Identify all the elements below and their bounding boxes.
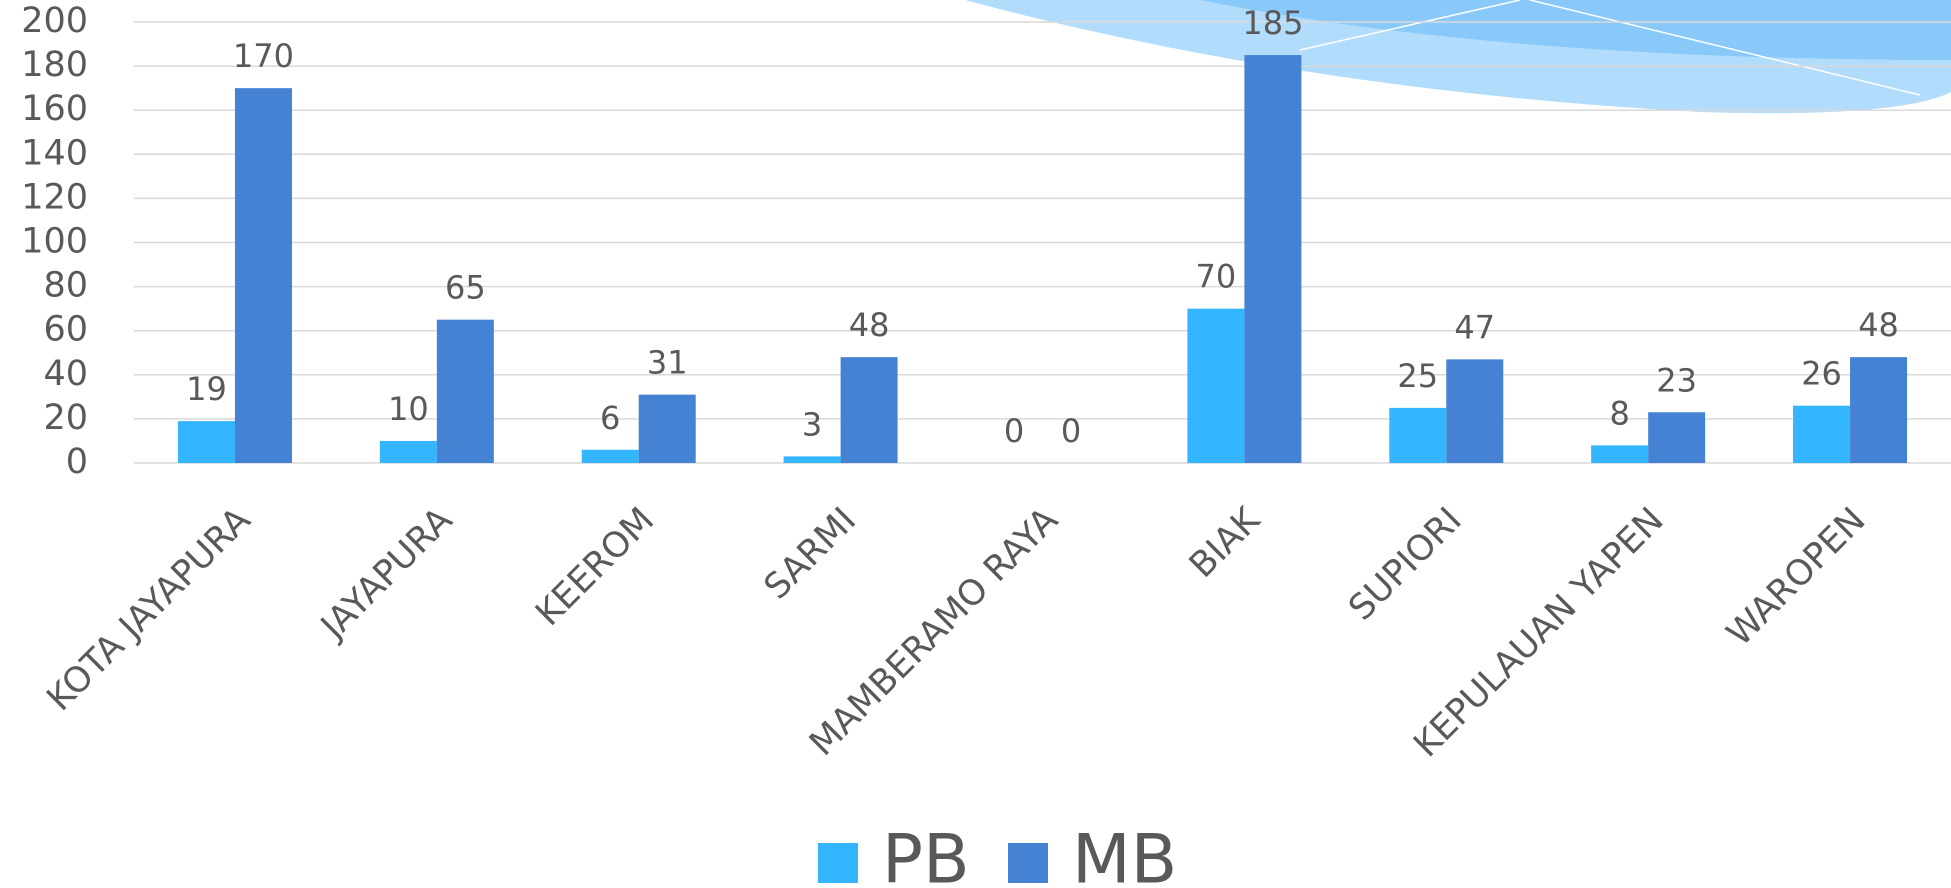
x-tick-label: BIAK: [1182, 499, 1268, 585]
y-tick-label: 100: [21, 222, 88, 262]
x-tick-label: JAYAPURA: [312, 500, 460, 648]
y-tick-label: 60: [43, 310, 88, 350]
value-label: 23: [1656, 361, 1697, 399]
legend-swatch: [818, 843, 858, 883]
value-label: 65: [445, 269, 486, 307]
value-label: 6: [600, 399, 620, 437]
bar: [783, 456, 841, 463]
x-tick-label: KEEROM: [528, 500, 662, 634]
y-tick-label: 200: [21, 1, 88, 41]
y-tick-label: 40: [43, 354, 88, 394]
y-tick-label: 140: [21, 133, 88, 173]
bar: [1648, 412, 1706, 463]
value-label: 70: [1196, 258, 1237, 296]
value-label: 25: [1397, 357, 1438, 395]
x-tick-label: KOTA JAYAPURA: [40, 500, 259, 719]
bar: [234, 88, 292, 464]
y-tick-label: 180: [21, 45, 88, 85]
legend-swatch: [1008, 843, 1048, 883]
value-label: 3: [802, 405, 822, 443]
value-label: 185: [1242, 4, 1303, 42]
x-tick-label: SARMI: [757, 500, 864, 607]
bar: [1850, 357, 1908, 463]
value-label: 48: [1858, 306, 1899, 344]
y-tick-label: 120: [21, 177, 88, 217]
value-label: 31: [647, 344, 688, 382]
bar: [379, 440, 437, 463]
value-label: 47: [1454, 308, 1495, 346]
value-label: 26: [1801, 355, 1842, 393]
bar: [638, 394, 696, 463]
y-tick-label: 20: [43, 398, 88, 438]
bar: [840, 357, 898, 463]
bar: [1187, 308, 1245, 463]
x-tick-label: SUPIORI: [1341, 500, 1469, 628]
y-tick-label: 160: [21, 89, 88, 129]
y-tick-label: 0: [66, 442, 88, 482]
x-tick-label: WAROPEN: [1719, 500, 1873, 654]
value-label: 0: [1004, 412, 1024, 450]
decoration: [965, 0, 1951, 114]
legend-label: PB: [882, 821, 970, 888]
legend-label: MB: [1072, 821, 1177, 888]
bar: [1446, 359, 1504, 463]
y-tick-label: 80: [43, 266, 88, 306]
value-label: 48: [849, 306, 890, 344]
bar: [1793, 405, 1851, 463]
bar: [581, 449, 639, 463]
bar: [177, 421, 235, 463]
value-label: 0: [1061, 412, 1081, 450]
value-label: 10: [388, 390, 429, 428]
bar: [1389, 407, 1447, 463]
bar: [1244, 55, 1302, 463]
value-label: 19: [186, 370, 227, 408]
bar: [436, 319, 494, 463]
value-label: 170: [233, 37, 294, 75]
value-label: 8: [1609, 394, 1629, 432]
bar: [1591, 445, 1649, 463]
